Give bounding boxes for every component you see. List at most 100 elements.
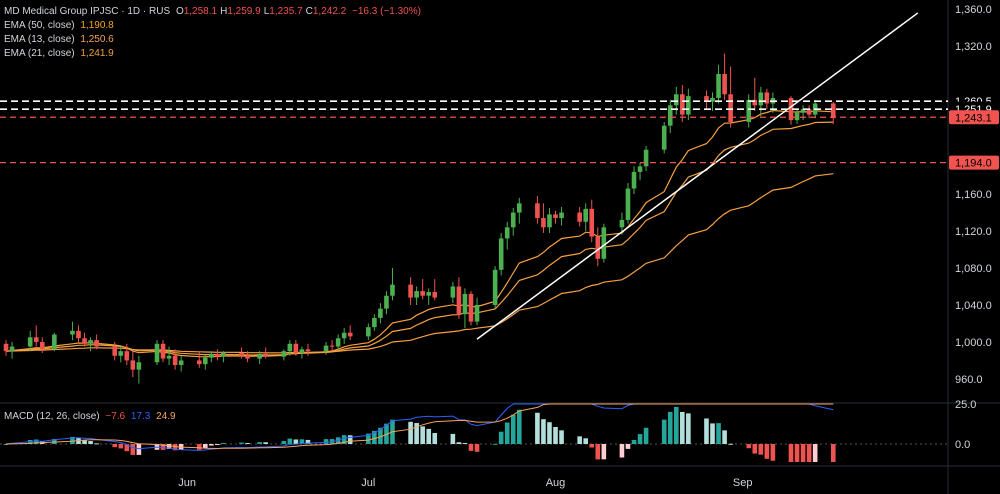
candle	[504, 221, 510, 250]
candle	[323, 341, 329, 355]
candle	[643, 146, 649, 171]
macd-histogram-bar	[583, 438, 589, 444]
macd-histogram-bar	[366, 433, 371, 444]
candle	[33, 325, 39, 347]
candle	[830, 101, 836, 125]
candle	[70, 321, 75, 341]
macd-histogram-bar	[764, 444, 770, 459]
candle	[637, 162, 643, 181]
candle	[299, 346, 305, 359]
macd-histogram-bar	[70, 436, 75, 444]
macd-histogram-bar	[728, 443, 733, 445]
candle	[492, 266, 498, 309]
time-axis[interactable]: Jun Jul Aug Sep	[178, 477, 752, 489]
macd-histogram-bar	[432, 433, 438, 444]
candle	[27, 330, 33, 352]
trendline[interactable]	[476, 12, 919, 340]
candle	[329, 340, 335, 352]
macd-histogram-bar	[136, 444, 142, 455]
candle	[553, 210, 558, 224]
candle	[456, 277, 462, 319]
macd-signal-line	[5, 403, 834, 450]
candle	[516, 197, 522, 224]
candle	[710, 92, 715, 111]
candle	[293, 340, 299, 356]
price-tick: 1,080.0	[955, 263, 992, 275]
candle	[468, 291, 474, 326]
candle	[752, 77, 758, 111]
macd-histogram-bar	[257, 442, 262, 444]
macd-histogram-bar	[625, 444, 631, 449]
macd-histogram-bar	[118, 444, 124, 449]
change-value: −16.3 (−1.30%)	[352, 6, 421, 17]
candle	[39, 337, 45, 354]
candle	[3, 340, 9, 356]
level-price-tag[interactable]: 1,243.1	[949, 110, 999, 125]
macd-histogram-bar	[589, 444, 595, 448]
ema-21-line	[5, 121, 834, 356]
macd-histogram-bar	[619, 444, 625, 458]
ema21-label: EMA (21, close)	[4, 48, 75, 59]
macd-histogram-bar	[510, 414, 516, 444]
time-tick: Aug	[546, 477, 566, 489]
macd-histogram-bar	[341, 435, 347, 444]
macd-histogram-bar	[112, 444, 118, 448]
macd-histogram-bar	[82, 440, 87, 444]
candle	[245, 351, 250, 363]
candle	[408, 277, 413, 305]
price-axis[interactable]: 960.0 1,000.0 1,040.0 1,080.0 1,120.0 1,160.0…	[955, 4, 992, 386]
symbol-legend: MD Medical Group IPJSC · 1D · RUS O1,258…	[4, 6, 421, 18]
svg-text:1,194.0: 1,194.0	[955, 158, 992, 170]
candle	[112, 341, 118, 361]
macd-histogram-bar	[420, 426, 425, 444]
candle	[215, 349, 220, 361]
macd-histogram-bar	[770, 444, 776, 461]
candle	[806, 105, 812, 119]
candle	[378, 303, 383, 324]
candle	[196, 351, 202, 368]
macd-histogram-bar	[245, 443, 250, 445]
candle	[257, 351, 262, 365]
candle	[667, 99, 673, 134]
trendline-segment[interactable]	[476, 12, 919, 340]
macd-histogram-bar	[414, 423, 419, 444]
macd-legend[interactable]: MACD (12, 26, close) −7.6 17.3 24.9	[4, 411, 176, 423]
ema50-legend[interactable]: EMA (50, close) 1,190.8	[4, 20, 114, 32]
macd-histogram-bar	[172, 444, 178, 451]
horizontal-levels[interactable]: 1,260.51,251.91,243.11,194.0	[0, 93, 1000, 170]
macd-histogram-bar	[215, 444, 220, 445]
candle	[474, 297, 480, 326]
macd-histogram-bar	[716, 423, 721, 444]
ema-lines	[5, 109, 834, 358]
candle	[9, 341, 15, 359]
macd-histogram-bar	[287, 438, 293, 444]
candle	[420, 279, 425, 300]
macd-histogram-bar	[305, 439, 311, 444]
macd-histogram-bar	[384, 423, 389, 444]
ohlc-l: L1,235.7	[263, 6, 303, 17]
candle	[154, 340, 160, 366]
ema13-legend[interactable]: EMA (13, close) 1,250.6	[4, 34, 114, 46]
macd-histogram-bar	[347, 435, 353, 444]
candles	[3, 53, 836, 384]
macd-histogram-bar	[541, 419, 546, 444]
macd-histogram-bar	[661, 419, 667, 444]
ema-50-line	[5, 173, 834, 354]
ema13-value: 1,250.6	[80, 34, 114, 45]
candle	[510, 207, 516, 236]
ema21-legend[interactable]: EMA (21, close) 1,241.9	[4, 48, 114, 60]
macd-histogram-bar	[160, 444, 166, 450]
level-price-tag[interactable]: 1,194.0	[949, 155, 999, 170]
ema50-value: 1,190.8	[80, 20, 114, 31]
macd-histogram-bar	[601, 444, 607, 460]
svg-text:1,243.1: 1,243.1	[955, 112, 992, 124]
macd-histogram-bar	[746, 444, 752, 449]
candle	[390, 268, 395, 301]
candle	[130, 351, 136, 378]
price-tick: 1,040.0	[955, 300, 992, 312]
candle	[160, 340, 166, 363]
macd-histogram-bar	[52, 438, 57, 444]
candle	[94, 334, 99, 350]
